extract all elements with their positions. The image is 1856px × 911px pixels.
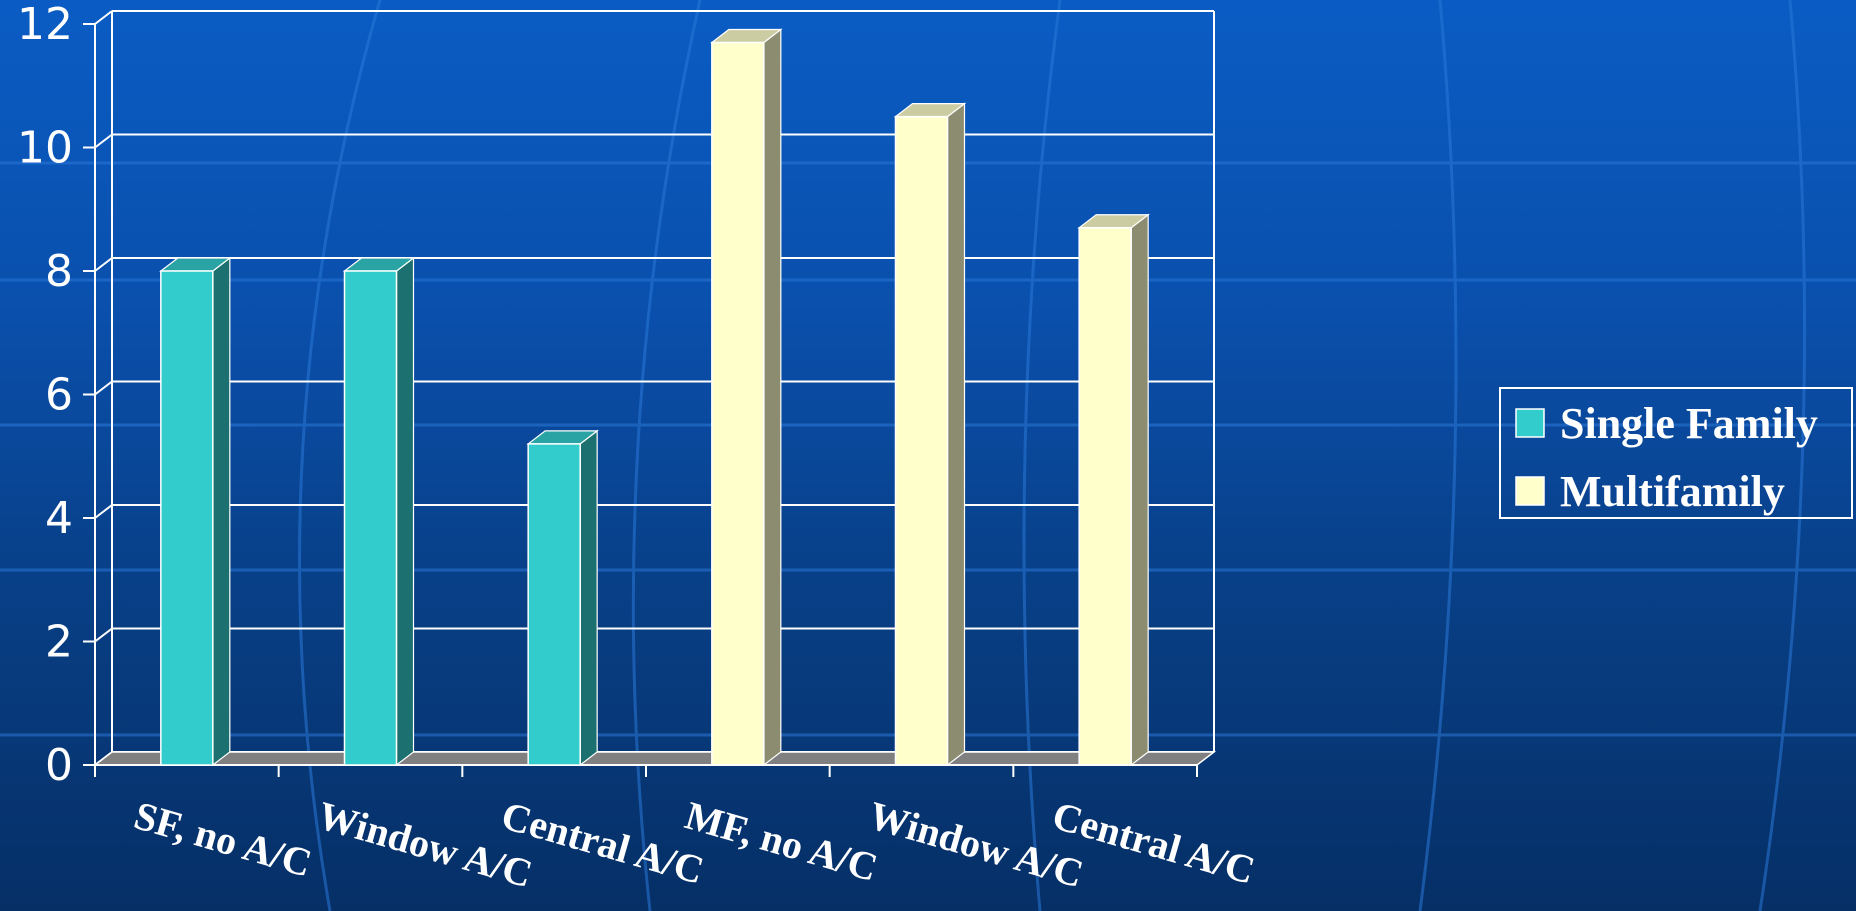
y-tick-label: 2 — [45, 617, 73, 668]
y-tick-label: 4 — [45, 493, 73, 544]
bar-front — [894, 115, 949, 766]
bar-front — [1078, 227, 1132, 766]
y-tick-label: 8 — [45, 246, 73, 297]
bar-front — [527, 443, 581, 766]
bar-single-family-2 — [526, 429, 599, 767]
legend: Single Family Multifamily — [1499, 387, 1853, 519]
bar-multifamily-4 — [893, 102, 967, 767]
y-tick-labels: 0 2 4 6 8 10 12 — [17, 0, 73, 791]
bar-front — [160, 270, 214, 766]
x-category-label: SF, no A/C — [129, 792, 316, 885]
y-tick-label: 6 — [45, 370, 73, 421]
bar-side — [763, 28, 782, 767]
side-gridline — [94, 10, 113, 25]
legend-swatch-multifamily — [1515, 476, 1545, 506]
side-gridline — [94, 627, 113, 643]
bar-multifamily-3 — [710, 28, 783, 767]
legend-swatch-single-family — [1515, 408, 1545, 438]
side-gridline — [94, 133, 113, 149]
y-tick-label: 0 — [45, 740, 73, 791]
legend-label-multifamily: Multifamily — [1560, 467, 1785, 516]
chart-floor — [92, 751, 1217, 766]
side-gridline — [94, 380, 113, 396]
bar-multifamily-5 — [1077, 213, 1150, 767]
bar-side — [579, 429, 598, 767]
bar-single-family-0 — [159, 256, 232, 767]
bar-side — [395, 256, 415, 767]
bar-side — [212, 256, 231, 767]
bar-front — [711, 41, 765, 766]
bar-single-family-1 — [342, 256, 416, 767]
bar-side — [1130, 213, 1149, 767]
bar-front — [343, 270, 398, 766]
y-tick-label: 12 — [17, 0, 73, 50]
bar-side — [946, 102, 966, 767]
legend-label-single-family: Single Family — [1560, 399, 1818, 448]
x-category-label: MF, no A/C — [680, 792, 882, 890]
bar-layer — [159, 28, 1150, 767]
side-gridline — [94, 257, 113, 272]
legend-frame — [1499, 387, 1853, 519]
y-tick-label: 10 — [17, 123, 73, 174]
side-gridline — [94, 504, 113, 519]
grid-layer — [83, 10, 1217, 777]
